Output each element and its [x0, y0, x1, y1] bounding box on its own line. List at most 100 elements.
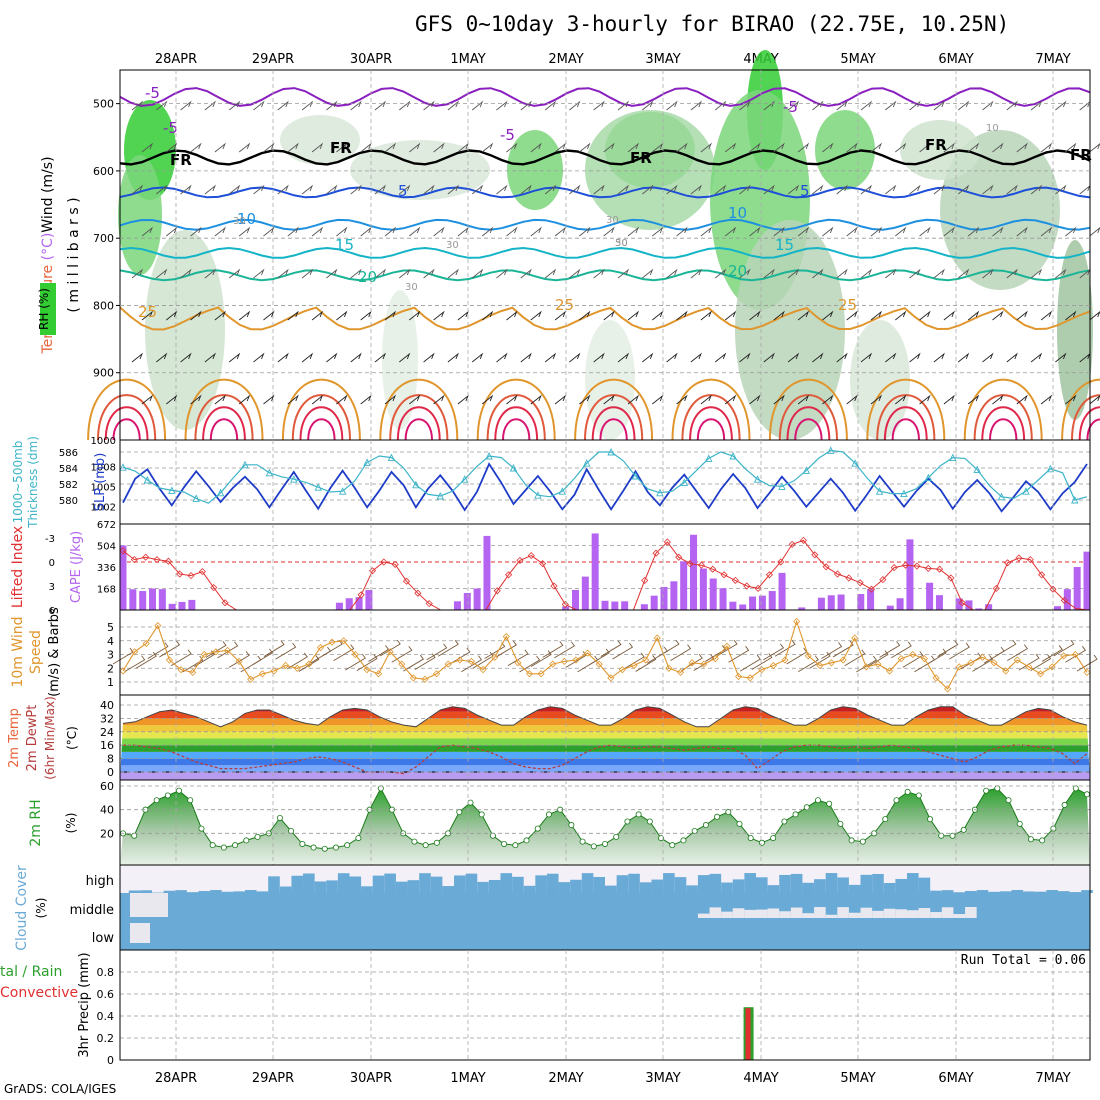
wind-barb: [652, 226, 664, 237]
rh2m-point: [456, 809, 463, 816]
temp-line: [122, 706, 1088, 728]
wind-barb: [409, 226, 421, 237]
wind-speed-point: [944, 685, 952, 693]
high-cloud-bar: [1034, 891, 1047, 893]
wind-speed-point: [363, 666, 371, 674]
rh2m-point: [332, 844, 339, 851]
isotherm-surface-arch: [502, 418, 531, 441]
rh2m-point: [602, 840, 609, 847]
isotherm-surface-arch: [476, 378, 556, 441]
high-cloud-bar: [930, 890, 942, 893]
thickness-point: [1022, 487, 1030, 495]
isotherm-FR: [119, 149, 1091, 166]
cape-tick-label: 504: [97, 542, 116, 553]
lifted-index-point: [992, 584, 1000, 592]
wind-barb: [909, 268, 921, 279]
rh2m-point: [635, 811, 642, 818]
wind-barb: [238, 394, 251, 405]
isotherm-surface-arch: [768, 378, 848, 441]
wind-speed-point: [723, 642, 731, 650]
high-cloud-bar: [326, 880, 338, 893]
wind-barb: [496, 184, 508, 195]
lifted-index-point: [505, 571, 513, 579]
wind-barb: [579, 142, 591, 153]
thickness-point: [851, 459, 859, 467]
cape-bar: [129, 589, 137, 610]
cape-bar: [758, 595, 766, 610]
wind-speed-point: [421, 675, 429, 683]
wind-barb: [263, 226, 275, 237]
pressure-tick-label: 700: [93, 232, 114, 245]
wind-barb-10m: [1030, 654, 1052, 671]
wind-barb: [433, 226, 445, 237]
wind-barb-10m: [1007, 644, 1028, 662]
wind-speed-point: [955, 663, 963, 671]
high-cloud-bar: [767, 885, 780, 893]
wind-barb: [714, 100, 727, 111]
wind-barb: [773, 142, 785, 153]
wind-speed-point: [676, 668, 685, 676]
wind-speed-point: [340, 637, 348, 645]
rh2m-point: [276, 814, 283, 821]
contour-label: 30: [405, 282, 418, 293]
wind-barb: [131, 268, 144, 279]
wind-speed-point: [665, 664, 673, 672]
lifted-index-point: [1026, 556, 1034, 564]
wind-barb: [520, 100, 532, 111]
wind-barb: [714, 184, 727, 195]
rh2m-point: [131, 832, 138, 839]
wind-barb: [724, 142, 737, 153]
wind-barb: [336, 226, 348, 237]
high-cloud-bar: [419, 873, 431, 893]
wind-speed-point: [165, 656, 174, 664]
wind-speed-point: [131, 648, 139, 656]
thickness-point: [168, 486, 176, 494]
temp-band: [120, 765, 1090, 772]
thickness-tick-label: 580: [59, 496, 78, 507]
wind-barb: [933, 184, 945, 195]
wind-barb: [763, 352, 775, 363]
rh-legend-label: RH (%): [37, 288, 51, 330]
wind-barb-10m: [507, 649, 529, 667]
wind-barb-10m: [995, 639, 1017, 657]
wind-barb: [374, 352, 387, 363]
wind-barb-10m: [798, 655, 819, 673]
isotherm-surface-arch: [696, 418, 726, 441]
wind-barb: [287, 226, 299, 237]
wind-speed-point: [212, 648, 220, 656]
lifted-index-point: [164, 557, 172, 565]
panel-precip-bg: [120, 950, 1090, 1060]
precip-tick-label: 0.2: [97, 1032, 115, 1045]
high-cloud-bar: [1023, 891, 1035, 893]
lifted-index-point: [391, 560, 399, 568]
rh-tick-label: 60: [100, 780, 114, 793]
wind-barb: [797, 394, 810, 405]
wind-speed-point: [572, 656, 580, 664]
wind-speed-point: [1048, 663, 1056, 671]
thickness-point: [241, 460, 249, 469]
wind-barb: [131, 352, 144, 363]
wind-barb: [530, 142, 542, 153]
cape-bar: [798, 607, 806, 610]
wind-barb-10m: [1041, 645, 1063, 662]
rh2m-point: [781, 818, 788, 825]
wind-barb: [846, 310, 858, 321]
temp-tick-label: 40: [100, 699, 114, 712]
wind-barb: [919, 142, 931, 153]
contour-label: -5: [500, 126, 515, 144]
wind-barb-10m: [1065, 646, 1087, 663]
high-cloud-bar: [233, 891, 245, 893]
rh-shading: [815, 110, 875, 190]
wind-barb-10m: [356, 654, 378, 672]
thickness-point: [656, 488, 664, 497]
cloud-row-label: high: [86, 874, 114, 889]
wind-barb: [214, 394, 226, 405]
wind-barb: [569, 352, 581, 363]
thickness-point: [582, 459, 591, 467]
cape-bar: [896, 598, 904, 610]
isotherm-surface-arch: [591, 406, 636, 441]
lifted-index-point: [516, 556, 524, 564]
lifted-index-point: [675, 553, 683, 561]
wind-barb: [603, 142, 615, 153]
